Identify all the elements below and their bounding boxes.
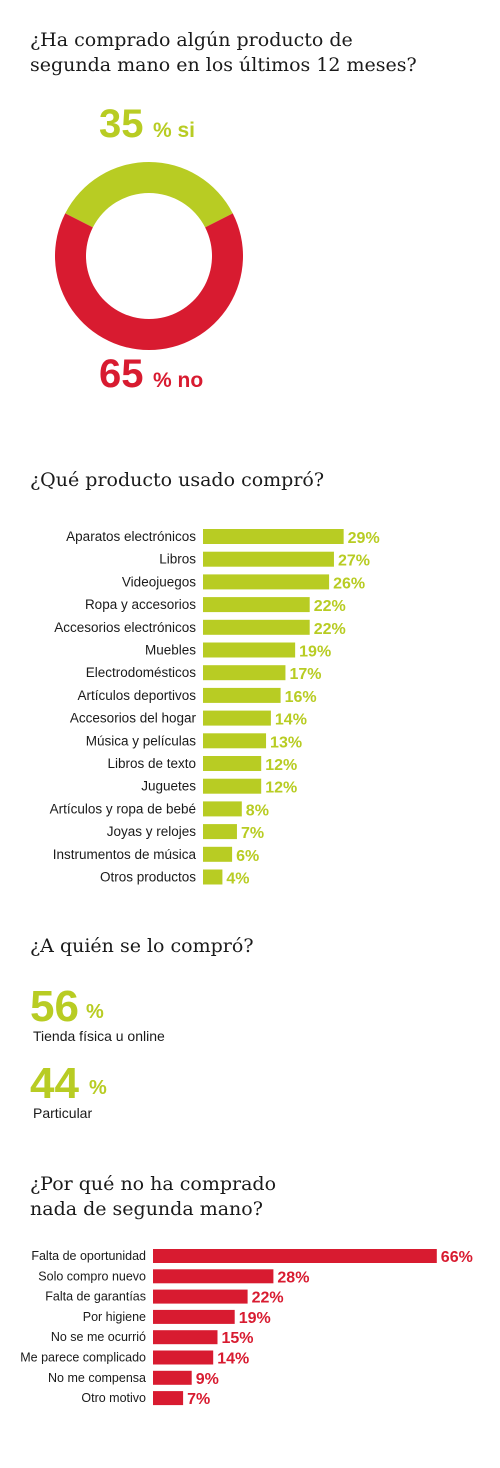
products-value-label: 27% xyxy=(338,553,370,570)
reasons-category-label: Me parece complicado xyxy=(20,1351,146,1365)
products-category-label: Libros xyxy=(159,552,196,567)
reasons-category-label: Falta de garantías xyxy=(45,1290,146,1304)
products-category-label: Accesorios del hogar xyxy=(70,711,197,726)
products-category-label: Ropa y accesorios xyxy=(85,597,196,612)
products-category-label: Artículos y ropa de bebé xyxy=(50,801,196,816)
products-value-label: 7% xyxy=(241,825,264,842)
products-category-label: Electrodomésticos xyxy=(86,665,197,680)
question-4-title-line-2: nada de segunda mano? xyxy=(30,1198,263,1220)
reasons-value-label: 9% xyxy=(196,1371,219,1388)
reasons-bar xyxy=(153,1309,235,1324)
products-bar xyxy=(203,687,281,703)
reasons-category-label: Por higiene xyxy=(83,1310,146,1324)
products-bar xyxy=(203,710,271,726)
buyer-private-value: 44 xyxy=(30,1059,79,1108)
reasons-bar xyxy=(153,1370,192,1385)
products-bar xyxy=(203,824,237,840)
products-value-label: 29% xyxy=(348,530,380,547)
reasons-value-label: 15% xyxy=(222,1330,254,1347)
reasons-bar xyxy=(153,1391,184,1406)
products-category-label: Accesorios electrónicos xyxy=(54,620,196,635)
no-percent-value: 65 xyxy=(99,352,144,396)
products-value-label: 6% xyxy=(236,848,259,865)
products-bar xyxy=(203,551,334,567)
no-percent-label: % no xyxy=(153,369,203,392)
donut-slice-si xyxy=(65,161,233,228)
question-4-title: ¿Por qué no ha comprado nada de segunda … xyxy=(30,1172,276,1222)
donut-slice-no xyxy=(55,213,244,350)
yes-percent-value: 35 xyxy=(99,102,144,146)
reasons-value-label: 7% xyxy=(187,1391,210,1408)
products-value-label: 16% xyxy=(285,689,317,706)
products-value-label: 12% xyxy=(265,780,297,797)
products-category-label: Música y películas xyxy=(86,733,197,748)
products-bar xyxy=(203,665,286,681)
products-category-label: Instrumentos de música xyxy=(53,847,197,862)
reasons-category-label: No me compensa xyxy=(48,1371,146,1385)
products-value-label: 17% xyxy=(289,666,321,683)
products-category-label: Muebles xyxy=(145,643,196,658)
products-category-label: Videojuegos xyxy=(122,574,196,589)
reasons-bar xyxy=(153,1269,274,1284)
products-bar xyxy=(203,778,262,794)
products-category-label: Libros de texto xyxy=(107,756,196,771)
products-category-label: Artículos deportivos xyxy=(77,688,196,703)
reasons-category-label: Solo compro nuevo xyxy=(38,1269,146,1283)
question-1-title-line-2: segunda mano en los últimos 12 meses? xyxy=(30,54,417,76)
reasons-category-label: No se me ocurrió xyxy=(51,1330,146,1344)
products-bar xyxy=(203,574,330,590)
buyer-store-label: Tienda física u online xyxy=(33,1028,165,1044)
question-2-title: ¿Qué producto usado compró? xyxy=(30,469,325,491)
products-category-label: Aparatos electrónicos xyxy=(66,529,196,544)
products-value-label: 22% xyxy=(314,598,346,615)
products-value-label: 8% xyxy=(246,802,269,819)
products-value-label: 12% xyxy=(265,757,297,774)
products-category-label: Juguetes xyxy=(141,779,196,794)
reasons-bar xyxy=(153,1289,248,1304)
question-3-title: ¿A quién se lo compró? xyxy=(30,935,254,957)
products-bar xyxy=(203,801,242,817)
products-bar xyxy=(203,756,262,771)
donut-chart xyxy=(55,161,244,350)
products-bar xyxy=(203,619,310,635)
products-bar xyxy=(203,597,310,613)
reasons-value-label: 14% xyxy=(217,1351,249,1368)
buyer-store-value: 56 xyxy=(30,982,79,1031)
products-value-label: 26% xyxy=(333,575,365,592)
products-value-label: 19% xyxy=(299,644,331,661)
reasons-value-label: 22% xyxy=(252,1290,284,1307)
buyer-private-unit: % xyxy=(89,1077,107,1099)
products-bar xyxy=(203,642,296,658)
products-value-label: 22% xyxy=(314,621,346,638)
reasons-bar xyxy=(153,1330,218,1345)
yes-percent-label: % si xyxy=(153,119,195,142)
reasons-category-label: Otro motivo xyxy=(81,1391,146,1405)
products-bar xyxy=(203,733,267,749)
reasons-category-label: Falta de oportunidad xyxy=(31,1249,146,1263)
products-bar-chart: Aparatos electrónicos 29% Libros 27% Videoju… xyxy=(50,529,380,888)
reasons-value-label: 28% xyxy=(277,1269,309,1286)
products-bar xyxy=(203,529,344,544)
question-1-title-line-1: ¿Ha comprado algún producto de xyxy=(30,29,353,51)
products-bar xyxy=(203,869,223,885)
buyer-store-unit: % xyxy=(86,1001,104,1023)
reasons-bar xyxy=(153,1350,214,1365)
products-category-label: Joyas y relojes xyxy=(107,824,197,839)
reasons-bar-chart: Falta de oportunidad 66% Solo compro nuevo… xyxy=(20,1249,473,1408)
question-4-title-line-1: ¿Por qué no ha comprado xyxy=(30,1173,277,1195)
reasons-value-label: 19% xyxy=(239,1310,271,1327)
products-value-label: 13% xyxy=(270,734,302,751)
products-category-label: Otros productos xyxy=(100,870,196,885)
reasons-bar xyxy=(153,1249,437,1263)
products-bar xyxy=(203,846,233,862)
products-value-label: 14% xyxy=(275,712,307,729)
question-1-title: ¿Ha comprado algún producto de segunda m… xyxy=(30,28,417,78)
products-value-label: 4% xyxy=(226,871,249,888)
reasons-value-label: 66% xyxy=(441,1249,473,1266)
buyer-private-label: Particular xyxy=(33,1105,93,1121)
